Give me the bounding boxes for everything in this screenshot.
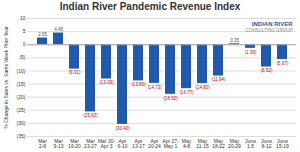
- svg-text:Mar16-20: Mar16-20: [68, 138, 81, 149]
- svg-text:(11.94): (11.94): [212, 77, 226, 82]
- svg-text:Mar9-13: Mar9-13: [53, 138, 63, 149]
- svg-text:2.55: 2.55: [38, 32, 47, 37]
- svg-text:(13.80): (13.80): [131, 82, 146, 87]
- svg-text:Apr13-17: Apr13-17: [132, 138, 145, 149]
- html-text:Indian River Pandemic Revenue: Indian River Pandemic Revenue Index: [59, 1, 241, 12]
- svg-text:(25): (25): [17, 107, 26, 113]
- svg-text:0: 0: [23, 41, 26, 47]
- svg-text:(10): (10): [17, 68, 26, 74]
- svg-text:4.45: 4.45: [54, 27, 63, 32]
- svg-text:(35): (35): [17, 133, 26, 139]
- svg-text:Mar23-27: Mar23-27: [84, 138, 97, 149]
- svg-text:(30.40): (30.40): [115, 126, 130, 131]
- svg-text:(16.77): (16.77): [179, 90, 194, 95]
- svg-text:(5.67): (5.67): [277, 61, 289, 66]
- svg-text:(20): (20): [17, 94, 26, 100]
- svg-text:INDIAN RIVER: INDIAN RIVER: [252, 21, 293, 27]
- svg-text:10: 10: [20, 15, 26, 21]
- svg-text:June8-12: June8-12: [261, 138, 272, 149]
- svg-text:(15): (15): [17, 81, 26, 87]
- svg-text:(14.73): (14.73): [147, 85, 162, 90]
- svg-text:(18.92): (18.92): [163, 96, 178, 101]
- svg-text:Mar2-8: Mar2-8: [38, 138, 47, 149]
- svg-text:5: 5: [23, 28, 26, 34]
- svg-text:Apr20-24: Apr20-24: [148, 138, 161, 149]
- svg-text:% Change in Sales vs. Same Wee: % Change in Sales vs. Same Week Prior Ye…: [3, 26, 9, 129]
- svg-text:May4-8: May4-8: [182, 138, 192, 149]
- svg-text:Apr 27-May 1: Apr 27-May 1: [162, 138, 179, 149]
- svg-text:May18-22: May18-22: [212, 138, 225, 149]
- svg-text:Mar 30-Apr 3: Mar 30-Apr 3: [98, 138, 116, 149]
- svg-text:June1-5: June1-5: [245, 138, 256, 149]
- svg-text:(9.31): (9.31): [69, 70, 81, 75]
- svg-text:May11-15: May11-15: [196, 138, 209, 149]
- svg-text:(1.39): (1.39): [245, 50, 257, 55]
- svg-text:(14.80): (14.80): [195, 85, 210, 90]
- svg-text:(5): (5): [19, 54, 25, 60]
- svg-text:(25.63): (25.63): [83, 113, 98, 118]
- svg-text:(8.52): (8.52): [261, 68, 273, 73]
- svg-text:Apr6-10: Apr6-10: [117, 138, 127, 149]
- svg-text:0.35: 0.35: [230, 38, 239, 43]
- svg-text:(30): (30): [17, 120, 26, 126]
- svg-text:May20-29: May20-29: [228, 138, 241, 149]
- svg-text:June15-19: June15-19: [276, 138, 289, 149]
- svg-text:CONSULTING GROUP: CONSULTING GROUP: [246, 28, 293, 33]
- svg-text:(13.09): (13.09): [99, 80, 114, 85]
